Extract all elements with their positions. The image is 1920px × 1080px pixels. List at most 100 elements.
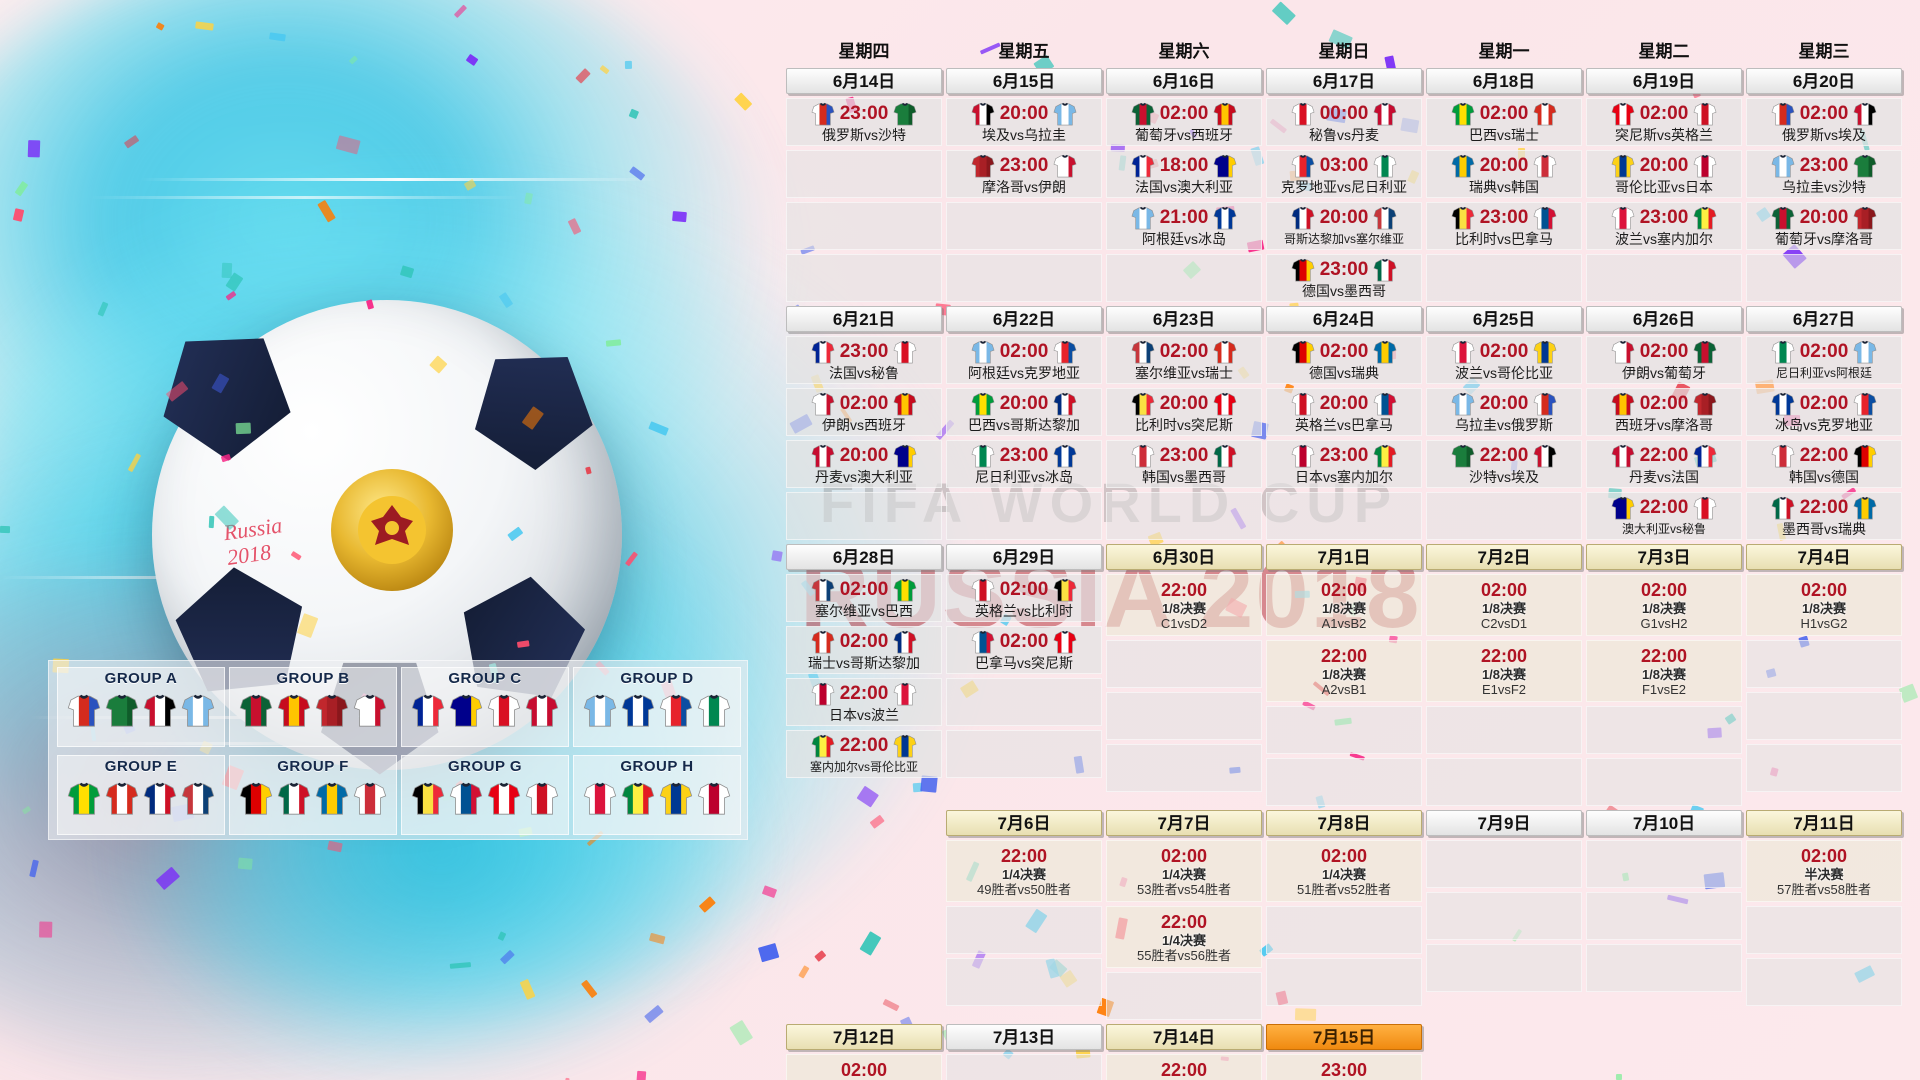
match-cell[interactable]: 02:00 突尼斯vs英格兰 <box>1586 98 1742 146</box>
date-header[interactable]: 6月26日 <box>1586 306 1742 332</box>
date-header[interactable]: 7月2日 <box>1426 544 1582 570</box>
match-cell[interactable]: 02:00 瑞士vs哥斯达黎加 <box>786 626 942 674</box>
date-header[interactable]: 6月15日 <box>946 68 1102 94</box>
match-cell[interactable]: 02:00 巴拿马vs突尼斯 <box>946 626 1102 674</box>
match-cell[interactable]: 02:00 1/8决赛 C2vsD1 <box>1426 574 1582 636</box>
match-cell[interactable]: 00:00 秘鲁vs丹麦 <box>1266 98 1422 146</box>
match-cell[interactable]: 21:00 阿根廷vs冰岛 <box>1106 202 1262 250</box>
match-cell[interactable]: 02:00 尼日利亚vs阿根廷 <box>1746 336 1902 384</box>
match-cell[interactable]: 02:00 1/8决赛 H1vsG2 <box>1746 574 1902 636</box>
group-card-f[interactable]: GROUP F <box>229 755 397 835</box>
date-header[interactable]: 6月16日 <box>1106 68 1262 94</box>
date-header[interactable]: 6月22日 <box>946 306 1102 332</box>
date-header[interactable]: 7月14日 <box>1106 1024 1262 1050</box>
match-cell[interactable]: 18:00 法国vs澳大利亚 <box>1106 150 1262 198</box>
date-header[interactable]: 7月4日 <box>1746 544 1902 570</box>
match-cell[interactable]: 02:00 半决赛 59胜者vs60胜者 <box>786 1054 942 1080</box>
match-cell[interactable]: 02:00 伊朗vs西班牙 <box>786 388 942 436</box>
date-header[interactable]: 7月6日 <box>946 810 1102 836</box>
match-cell[interactable]: 22:00 澳大利亚vs秘鲁 <box>1586 492 1742 540</box>
date-header[interactable]: 7月12日 <box>786 1024 942 1050</box>
date-header[interactable]: 6月20日 <box>1746 68 1902 94</box>
match-cell[interactable]: 20:00 乌拉圭vs俄罗斯 <box>1426 388 1582 436</box>
match-cell[interactable]: 23:00 波兰vs塞内加尔 <box>1586 202 1742 250</box>
date-header[interactable]: 6月28日 <box>786 544 942 570</box>
match-cell[interactable]: 02:00 塞尔维亚vs瑞士 <box>1106 336 1262 384</box>
match-cell[interactable]: 23:00 法国vs秘鲁 <box>786 336 942 384</box>
match-cell[interactable]: 23:00 摩洛哥vs伊朗 <box>946 150 1102 198</box>
group-card-a[interactable]: GROUP A <box>57 667 225 747</box>
match-cell[interactable]: 22:00 日本vs波兰 <box>786 678 942 726</box>
match-cell[interactable]: 20:00 英格兰vs巴拿马 <box>1266 388 1422 436</box>
match-cell[interactable]: 02:00 伊朗vs葡萄牙 <box>1586 336 1742 384</box>
group-card-d[interactable]: GROUP D <box>573 667 741 747</box>
match-cell[interactable]: 02:00 葡萄牙vs西班牙 <box>1106 98 1262 146</box>
match-cell[interactable]: 02:00 波兰vs哥伦比亚 <box>1426 336 1582 384</box>
date-header[interactable]: 6月24日 <box>1266 306 1422 332</box>
group-card-b[interactable]: GROUP B <box>229 667 397 747</box>
match-cell[interactable]: 20:00 葡萄牙vs摩洛哥 <box>1746 202 1902 250</box>
date-header[interactable]: 7月1日 <box>1266 544 1422 570</box>
match-cell[interactable]: 02:00 1/4决赛 53胜者vs54胜者 <box>1106 840 1262 902</box>
match-cell[interactable]: 22:00 1/4决赛 49胜者vs50胜者 <box>946 840 1102 902</box>
match-cell[interactable]: 22:00 1/8决赛 F1vsE2 <box>1586 640 1742 702</box>
group-card-c[interactable]: GROUP C <box>401 667 569 747</box>
match-cell[interactable]: 23:00 韩国vs墨西哥 <box>1106 440 1262 488</box>
match-cell[interactable]: 02:00 冰岛vs克罗地亚 <box>1746 388 1902 436</box>
match-cell[interactable]: 02:00 1/8决赛 G1vsH2 <box>1586 574 1742 636</box>
date-header[interactable]: 6月29日 <box>946 544 1102 570</box>
match-cell[interactable]: 22:00 韩国vs德国 <box>1746 440 1902 488</box>
match-cell[interactable]: 02:00 半决赛 57胜者vs58胜者 <box>1746 840 1902 902</box>
date-header[interactable]: 7月3日 <box>1586 544 1742 570</box>
date-header[interactable]: 6月23日 <box>1106 306 1262 332</box>
match-cell[interactable]: 02:00 西班牙vs摩洛哥 <box>1586 388 1742 436</box>
date-header[interactable]: 7月9日 <box>1426 810 1582 836</box>
match-cell[interactable]: 03:00 克罗地亚vs尼日利亚 <box>1266 150 1422 198</box>
match-cell[interactable]: 22:00 1/8决赛 E1vsF2 <box>1426 640 1582 702</box>
match-cell[interactable]: 22:00 沙特vs埃及 <box>1426 440 1582 488</box>
date-header[interactable]: 7月10日 <box>1586 810 1742 836</box>
date-header[interactable]: 6月25日 <box>1426 306 1582 332</box>
match-cell[interactable]: 02:00 俄罗斯vs埃及 <box>1746 98 1902 146</box>
match-cell[interactable]: 22:00 塞内加尔vs哥伦比亚 <box>786 730 942 778</box>
match-cell[interactable]: 23:00 尼日利亚vs冰岛 <box>946 440 1102 488</box>
match-cell[interactable]: 23:00 决 赛 <box>1266 1054 1422 1080</box>
date-header[interactable]: 7月7日 <box>1106 810 1262 836</box>
date-header[interactable]: 6月17日 <box>1266 68 1422 94</box>
match-cell[interactable]: 02:00 1/8决赛 A1vsB2 <box>1266 574 1422 636</box>
match-cell[interactable]: 20:00 哥斯达黎加vs塞尔维亚 <box>1266 202 1422 250</box>
date-header[interactable]: 7月11日 <box>1746 810 1902 836</box>
match-cell[interactable]: 20:00 丹麦vs澳大利亚 <box>786 440 942 488</box>
match-cell[interactable]: 23:00 比利时vs巴拿马 <box>1426 202 1582 250</box>
match-cell[interactable]: 23:00 乌拉圭vs沙特 <box>1746 150 1902 198</box>
match-cell[interactable]: 23:00 日本vs塞内加尔 <box>1266 440 1422 488</box>
date-header[interactable]: 6月21日 <box>786 306 942 332</box>
match-cell[interactable]: 02:00 阿根廷vs克罗地亚 <box>946 336 1102 384</box>
match-cell[interactable]: 02:00 塞尔维亚vs巴西 <box>786 574 942 622</box>
match-cell[interactable]: 20:00 瑞典vs韩国 <box>1426 150 1582 198</box>
group-card-h[interactable]: GROUP H <box>573 755 741 835</box>
match-cell[interactable]: 22:00 1/8决赛 C1vsD2 <box>1106 574 1262 636</box>
match-cell[interactable]: 22:00 1/8决赛 A2vsB1 <box>1266 640 1422 702</box>
group-card-g[interactable]: GROUP G <box>401 755 569 835</box>
group-card-e[interactable]: GROUP E <box>57 755 225 835</box>
date-header[interactable]: 7月8日 <box>1266 810 1422 836</box>
date-header[interactable]: 6月14日 <box>786 68 942 94</box>
match-cell[interactable]: 23:00 俄罗斯vs沙特 <box>786 98 942 146</box>
match-cell[interactable]: 22:00 丹麦vs法国 <box>1586 440 1742 488</box>
match-cell[interactable]: 22:00 墨西哥vs瑞典 <box>1746 492 1902 540</box>
match-cell[interactable]: 20:00 比利时vs突尼斯 <box>1106 388 1262 436</box>
match-cell[interactable]: 20:00 哥伦比亚vs日本 <box>1586 150 1742 198</box>
date-header[interactable]: 7月13日 <box>946 1024 1102 1050</box>
match-cell[interactable]: 20:00 埃及vs乌拉圭 <box>946 98 1102 146</box>
match-cell[interactable]: 02:00 英格兰vs比利时 <box>946 574 1102 622</box>
date-header[interactable]: 6月18日 <box>1426 68 1582 94</box>
date-header[interactable]: 7月15日 <box>1266 1024 1422 1050</box>
date-header[interactable]: 6月19日 <box>1586 68 1742 94</box>
date-header[interactable]: 6月27日 <box>1746 306 1902 332</box>
date-header[interactable]: 6月30日 <box>1106 544 1262 570</box>
match-cell[interactable]: 23:00 德国vs墨西哥 <box>1266 254 1422 302</box>
match-cell[interactable]: 02:00 德国vs瑞典 <box>1266 336 1422 384</box>
match-cell[interactable]: 22:00 三四名决赛 61负者vs62负者 <box>1106 1054 1262 1080</box>
match-cell[interactable]: 02:00 1/4决赛 51胜者vs52胜者 <box>1266 840 1422 902</box>
